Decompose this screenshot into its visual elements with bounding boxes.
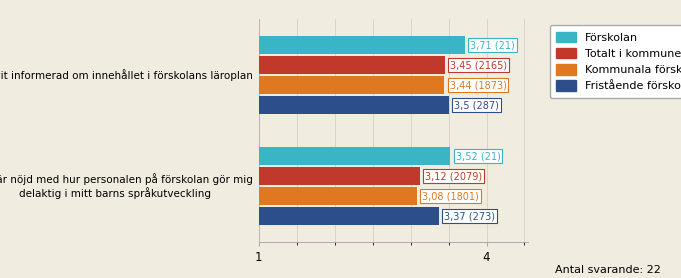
Text: 3,44 (1873): 3,44 (1873) [449,80,507,90]
Text: 3,5 (287): 3,5 (287) [454,100,499,110]
Text: Antal svarande: 22: Antal svarande: 22 [555,265,661,275]
Bar [259,187,417,205]
Text: 3,71 (21): 3,71 (21) [470,40,515,50]
Legend: Förskolan, Totalt i kommunen, Kommunala förskolor, Fristående förskolor: Förskolan, Totalt i kommunen, Kommunala … [550,25,681,98]
Bar [259,36,464,54]
Bar [259,167,419,185]
Text: 3,37 (273): 3,37 (273) [444,211,495,221]
Bar [259,207,439,225]
Bar [259,76,444,94]
Bar [259,56,445,74]
Bar [259,96,449,114]
Text: 3,52 (21): 3,52 (21) [456,151,501,161]
Text: 3,12 (2079): 3,12 (2079) [425,171,482,181]
Text: 3,45 (2165): 3,45 (2165) [450,60,507,70]
Bar [259,147,450,165]
Text: 3,08 (1801): 3,08 (1801) [422,191,479,201]
